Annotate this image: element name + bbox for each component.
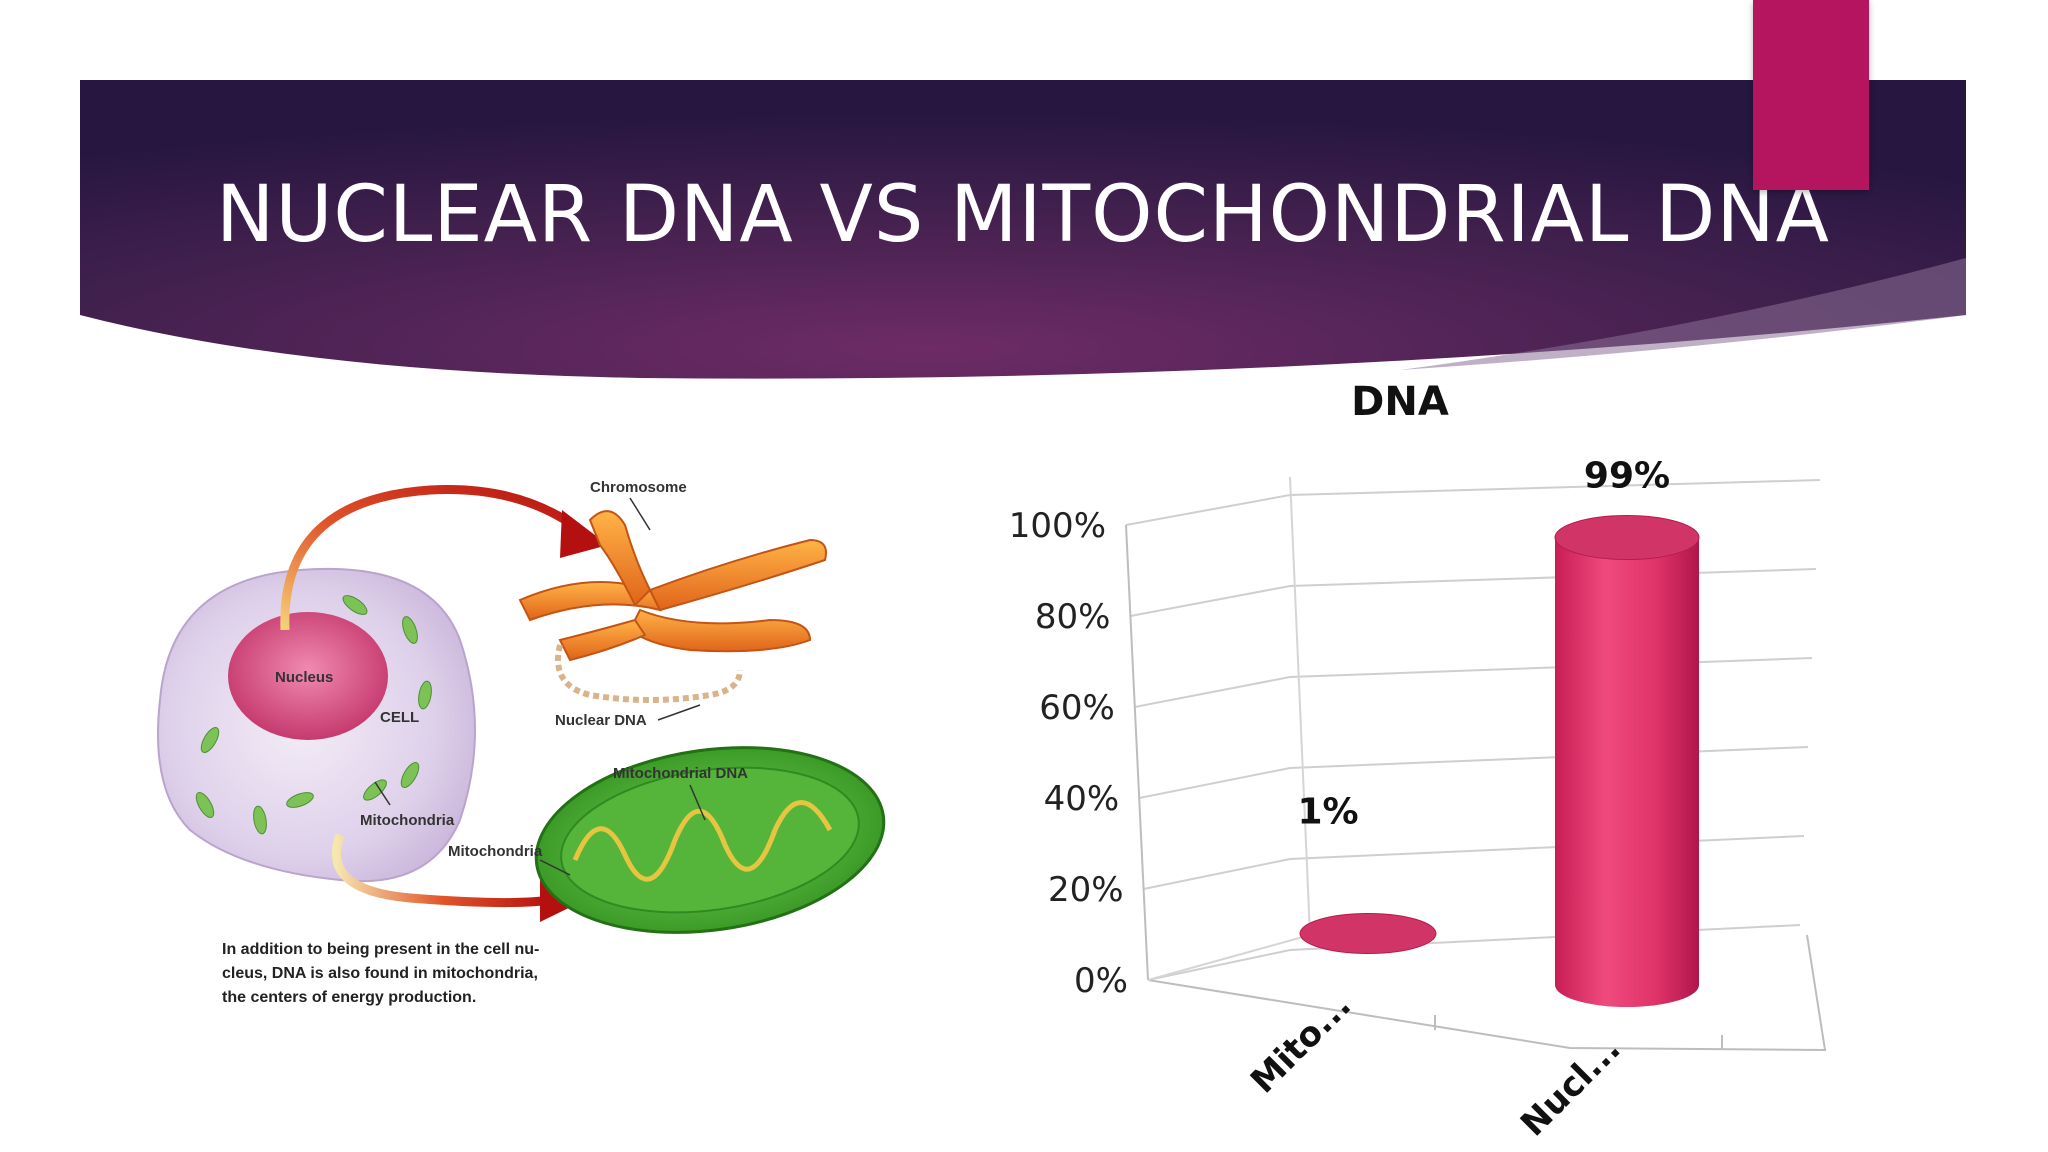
y-tick-label: 100%: [1009, 506, 1106, 546]
label-cell: CELL: [380, 709, 419, 726]
nuclear-dna-strand: [555, 644, 743, 703]
label-mitochondria: Mitochondria: [448, 843, 543, 860]
gridline: [1134, 657, 1813, 708]
data-label: 99%: [1584, 456, 1670, 497]
bar-top: [1299, 912, 1437, 954]
y-axis-ticks: 0% 20% 40% 60% 80% 100%: [1009, 506, 1128, 1001]
floor-left-edge: [1147, 934, 1311, 981]
data-labels: 1% 99%: [1297, 456, 1670, 833]
chart-title: DNA: [1351, 380, 1449, 425]
arrow-to-chromosome: [280, 485, 583, 631]
slide-title: NUCLEAR DNA VS MITOCHONDRIAL DNA: [215, 170, 1831, 260]
bar: [1299, 912, 1437, 954]
bar-top: [1554, 515, 1700, 561]
label-mitochondrial-dna: Mitochondrial DNA: [613, 765, 748, 782]
y-tick-label: 20%: [1048, 870, 1124, 910]
y-tick-label: 0%: [1074, 961, 1128, 1001]
gridline: [1130, 568, 1817, 617]
dna-chart: DNA 0% 20% 40% 60% 80% 100% 1% 99% Mito... Nucl…: [1009, 380, 1827, 1144]
arrow-to-mitochondria: [331, 833, 551, 908]
chart-grid: [1125, 476, 1827, 1052]
x-tick-label: Mito...: [1243, 985, 1359, 1101]
data-label: 1%: [1297, 791, 1358, 832]
x-tick-label: Nucl...: [1513, 1029, 1628, 1144]
bar: [1554, 515, 1700, 1007]
caption-line: the centers of energy production.: [222, 989, 477, 1006]
back-wall-edge: [1289, 476, 1311, 936]
label-nucleus: Nucleus: [275, 669, 333, 686]
label-mitochondria-cell: Mitochondria: [360, 812, 455, 829]
label-nuclear-dna: Nuclear DNA: [555, 712, 647, 729]
bar-body: [1555, 537, 1699, 1007]
chart-bars: [1299, 515, 1700, 1007]
y-tick-label: 80%: [1035, 597, 1111, 637]
gridline: [1139, 746, 1809, 799]
mitochondrion-shape: [534, 746, 886, 934]
caption-line: In addition to being present in the cell…: [222, 941, 540, 958]
cell-dna-illustration: Chromosome Nucleus CELL Nuclear DNA Mito…: [157, 479, 886, 934]
y-tick-label: 60%: [1039, 688, 1115, 728]
title-banner: [80, 80, 1966, 379]
gridline: [1125, 479, 1821, 526]
arrow-head-top: [560, 510, 608, 558]
label-chromosome: Chromosome: [590, 479, 687, 496]
illustration-caption: In addition to being present in the cell…: [222, 938, 582, 1010]
accent-block: [1753, 0, 1869, 190]
caption-line: cleus, DNA is also found in mitochondria…: [222, 965, 538, 982]
x-axis-labels: Mito... Nucl...: [1243, 985, 1628, 1144]
cell-shape: [157, 567, 476, 883]
floor-edge: [1147, 934, 1827, 1052]
y-tick-label: 40%: [1044, 779, 1120, 819]
y-axis-line: [1125, 524, 1149, 981]
chromosome-shape: [518, 510, 827, 662]
gridline: [1143, 835, 1805, 890]
